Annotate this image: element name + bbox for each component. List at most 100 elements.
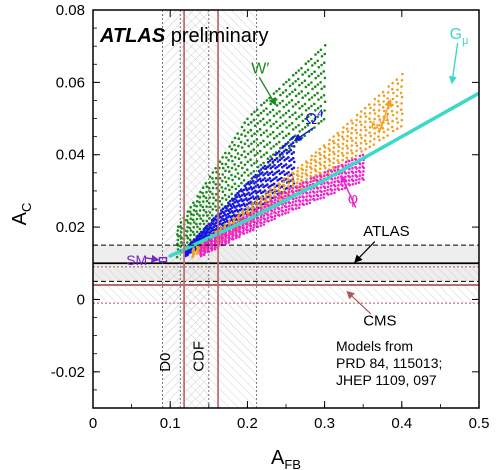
model-0-point bbox=[202, 222, 206, 226]
model-0-point bbox=[186, 214, 189, 218]
model-1-point bbox=[263, 164, 267, 168]
model-2-point bbox=[387, 122, 390, 125]
model-0-point bbox=[188, 226, 192, 230]
model-3-point bbox=[354, 165, 357, 169]
sm-point bbox=[158, 256, 168, 263]
model-1-point bbox=[251, 195, 255, 198]
model-label-main-1: Ω bbox=[305, 111, 317, 128]
model-0-point bbox=[224, 169, 227, 173]
model-0-point bbox=[294, 103, 298, 106]
model-1-point bbox=[268, 164, 271, 167]
model-4-curve bbox=[168, 91, 479, 258]
model-0-point bbox=[320, 55, 324, 58]
model-label-main-0: W′ bbox=[251, 60, 269, 77]
model-2-point bbox=[350, 119, 353, 122]
model-3-point bbox=[351, 174, 354, 178]
model-1-point bbox=[281, 165, 284, 169]
model-1-point bbox=[253, 182, 256, 185]
model-3-point bbox=[269, 199, 273, 203]
model-1-point bbox=[240, 198, 243, 201]
model-1-point bbox=[278, 177, 281, 181]
model-0-point bbox=[196, 195, 199, 198]
model-1-point bbox=[254, 189, 257, 193]
model-2-point bbox=[341, 154, 345, 157]
model-0-point bbox=[191, 218, 195, 222]
model-2-point bbox=[369, 106, 372, 110]
model-2-point bbox=[273, 185, 276, 188]
model-0-point bbox=[310, 119, 314, 123]
model-0-point bbox=[240, 174, 244, 177]
model-0-point bbox=[304, 117, 307, 121]
model-3-point bbox=[326, 173, 329, 176]
model-3-point bbox=[280, 209, 284, 212]
model-0-point bbox=[253, 132, 256, 135]
model-1-point bbox=[247, 202, 251, 205]
model-0-point bbox=[211, 192, 214, 196]
model-3-point bbox=[301, 199, 305, 202]
model-2-point bbox=[391, 119, 394, 123]
model-3-point bbox=[298, 188, 301, 192]
model-0-point bbox=[244, 134, 247, 138]
model-0-point bbox=[258, 127, 262, 131]
model-3-point bbox=[223, 240, 227, 243]
model-0-point bbox=[301, 104, 304, 108]
model-3-point bbox=[206, 250, 209, 254]
model-0-point bbox=[230, 166, 234, 170]
model-0-point bbox=[176, 225, 180, 228]
model-2-point bbox=[342, 137, 345, 141]
model-2-point bbox=[400, 85, 403, 88]
model-1-point bbox=[245, 182, 248, 186]
model-0-point bbox=[224, 180, 228, 184]
model-2-point bbox=[395, 94, 399, 98]
model-0-point bbox=[316, 83, 320, 86]
model-2-point bbox=[387, 85, 391, 88]
model-1-point bbox=[259, 172, 262, 176]
model-0-point bbox=[279, 93, 282, 97]
model-1-point bbox=[252, 190, 255, 194]
model-0-point bbox=[307, 74, 311, 78]
model-0-point bbox=[193, 233, 196, 236]
model-2-point bbox=[309, 162, 313, 165]
model-3-point bbox=[239, 218, 242, 221]
model-2-point bbox=[364, 120, 367, 123]
model-0-point bbox=[269, 155, 272, 158]
model-0-point bbox=[189, 222, 192, 225]
model-0-point bbox=[298, 130, 302, 133]
model-0-point bbox=[243, 150, 246, 153]
y-tick-label: 0.08 bbox=[56, 2, 85, 19]
model-2-point bbox=[245, 206, 249, 210]
model-2-point bbox=[351, 151, 354, 155]
model-0-point bbox=[262, 131, 266, 135]
model-3-point bbox=[326, 181, 329, 184]
model-1-point bbox=[249, 200, 252, 204]
model-1-point bbox=[276, 179, 279, 182]
model-2-point bbox=[318, 161, 321, 165]
model-0-point bbox=[304, 70, 307, 74]
model-3-point bbox=[294, 207, 298, 210]
model-label-4: Gμ bbox=[450, 26, 469, 47]
model-2-point bbox=[377, 109, 381, 112]
model-3-point bbox=[248, 229, 252, 233]
model-3-point bbox=[294, 203, 297, 206]
model-0-point bbox=[313, 117, 317, 121]
model-0-point bbox=[259, 163, 263, 167]
model-arrow-2 bbox=[378, 98, 393, 134]
model-0-point bbox=[288, 115, 292, 119]
model-3-point bbox=[228, 232, 231, 235]
model-1-point bbox=[244, 186, 248, 190]
model-2-point bbox=[396, 104, 399, 108]
model-2-point bbox=[336, 154, 340, 158]
model-3-point bbox=[262, 217, 266, 220]
model-1-point bbox=[289, 143, 293, 146]
model-1-point bbox=[231, 214, 234, 218]
model-0-point bbox=[218, 199, 221, 203]
model-2-point bbox=[346, 122, 349, 126]
x-tick-label: 0 bbox=[89, 415, 97, 432]
model-3-point bbox=[266, 219, 269, 222]
model-0-point bbox=[189, 229, 193, 232]
model-0-point bbox=[224, 187, 227, 190]
model-2-point bbox=[331, 139, 335, 143]
model-0-point bbox=[313, 94, 317, 97]
model-0-point bbox=[272, 114, 276, 118]
model-2-point bbox=[236, 216, 240, 220]
